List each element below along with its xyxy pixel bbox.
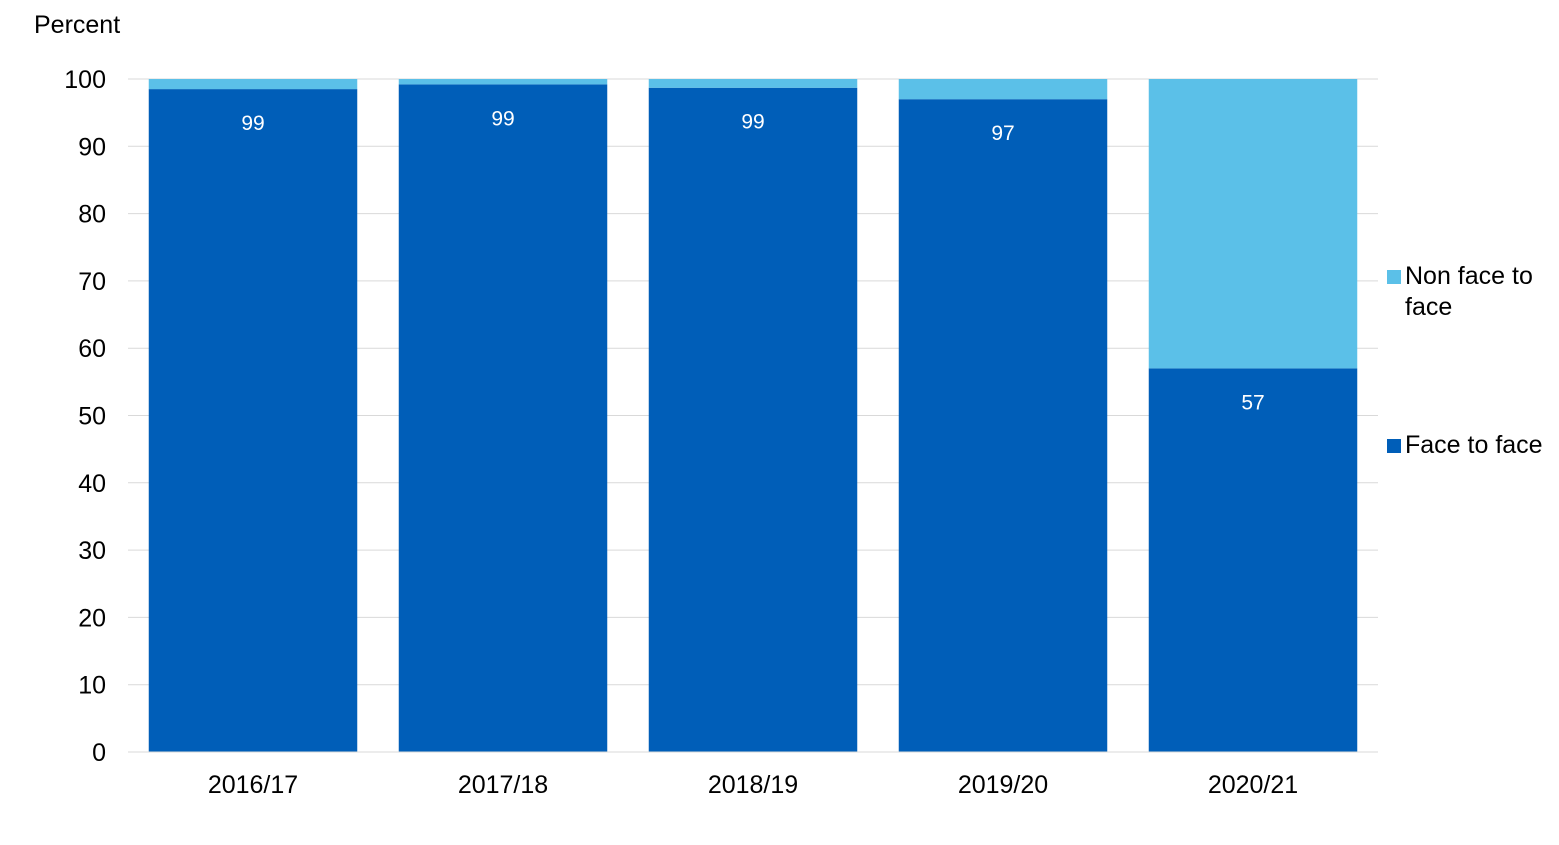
data-label-2019-20: 97	[991, 122, 1014, 145]
bar-face-to-face-2019-20	[898, 99, 1108, 752]
legend-item-non-face-to-face: Non face to face	[1387, 261, 1555, 323]
bar-face-to-face-2017-18	[398, 84, 608, 752]
bar-non-face-to-face-2019-20	[898, 79, 1108, 100]
y-tick-label-90: 90	[78, 133, 106, 161]
bar-face-to-face-2020-21	[1148, 368, 1358, 752]
legend-item-face-to-face: Face to face	[1387, 430, 1555, 461]
legend-swatch-non-face-to-face	[1387, 270, 1401, 284]
x-tick-label-2016-17: 2016/17	[208, 771, 298, 799]
x-tick-label-2017-18: 2017/18	[458, 771, 548, 799]
legend-label-face-to-face: Face to face	[1405, 431, 1543, 459]
y-tick-label-100: 100	[64, 66, 106, 94]
y-tick-label-10: 10	[78, 672, 106, 700]
bar-non-face-to-face-2018-19	[648, 79, 858, 88]
legend-label-non-face-to-face: Non face to face	[1405, 262, 1533, 321]
x-tick-label-2020-21: 2020/21	[1208, 771, 1298, 799]
x-tick-label-2018-19: 2018/19	[708, 771, 798, 799]
legend-swatch-face-to-face	[1387, 439, 1401, 453]
legend: Non face to face Face to face	[1387, 261, 1555, 461]
data-label-2017-18: 99	[491, 107, 514, 130]
y-tick-label-50: 50	[78, 403, 106, 431]
bar-face-to-face-2018-19	[648, 87, 858, 752]
bar-non-face-to-face-2020-21	[1148, 79, 1358, 369]
y-tick-label-80: 80	[78, 201, 106, 229]
y-tick-label-60: 60	[78, 335, 106, 363]
data-label-2020-21: 57	[1241, 391, 1264, 414]
data-label-2016-17: 99	[241, 112, 264, 135]
y-tick-label-70: 70	[78, 268, 106, 296]
bar-non-face-to-face-2016-17	[148, 79, 358, 90]
y-axis-label: Percent	[34, 11, 121, 39]
bar-non-face-to-face-2017-18	[398, 79, 608, 85]
y-tick-label-40: 40	[78, 470, 106, 498]
y-tick-label-30: 30	[78, 537, 106, 565]
y-tick-label-20: 20	[78, 604, 106, 632]
y-tick-label-0: 0	[92, 739, 106, 767]
data-label-2018-19: 99	[741, 111, 764, 134]
bar-face-to-face-2016-17	[148, 89, 358, 753]
x-tick-label-2019-20: 2019/20	[958, 771, 1048, 799]
